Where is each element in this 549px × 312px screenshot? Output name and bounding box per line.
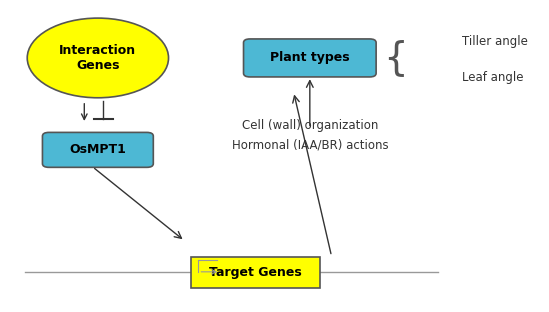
Text: {: {: [383, 39, 408, 77]
Ellipse shape: [27, 18, 169, 98]
FancyBboxPatch shape: [192, 257, 320, 288]
Text: Hormonal (IAA/BR) actions: Hormonal (IAA/BR) actions: [232, 139, 388, 152]
Text: Leaf angle: Leaf angle: [462, 71, 524, 84]
Text: OsMPT1: OsMPT1: [69, 144, 126, 156]
Text: Interaction
Genes: Interaction Genes: [59, 44, 137, 72]
FancyBboxPatch shape: [244, 39, 376, 77]
FancyBboxPatch shape: [42, 132, 153, 167]
Text: Target Genes: Target Genes: [209, 266, 302, 279]
Text: Plant types: Plant types: [270, 51, 350, 65]
Text: Cell (wall) organization: Cell (wall) organization: [242, 119, 378, 132]
Text: Tiller angle: Tiller angle: [462, 35, 528, 48]
